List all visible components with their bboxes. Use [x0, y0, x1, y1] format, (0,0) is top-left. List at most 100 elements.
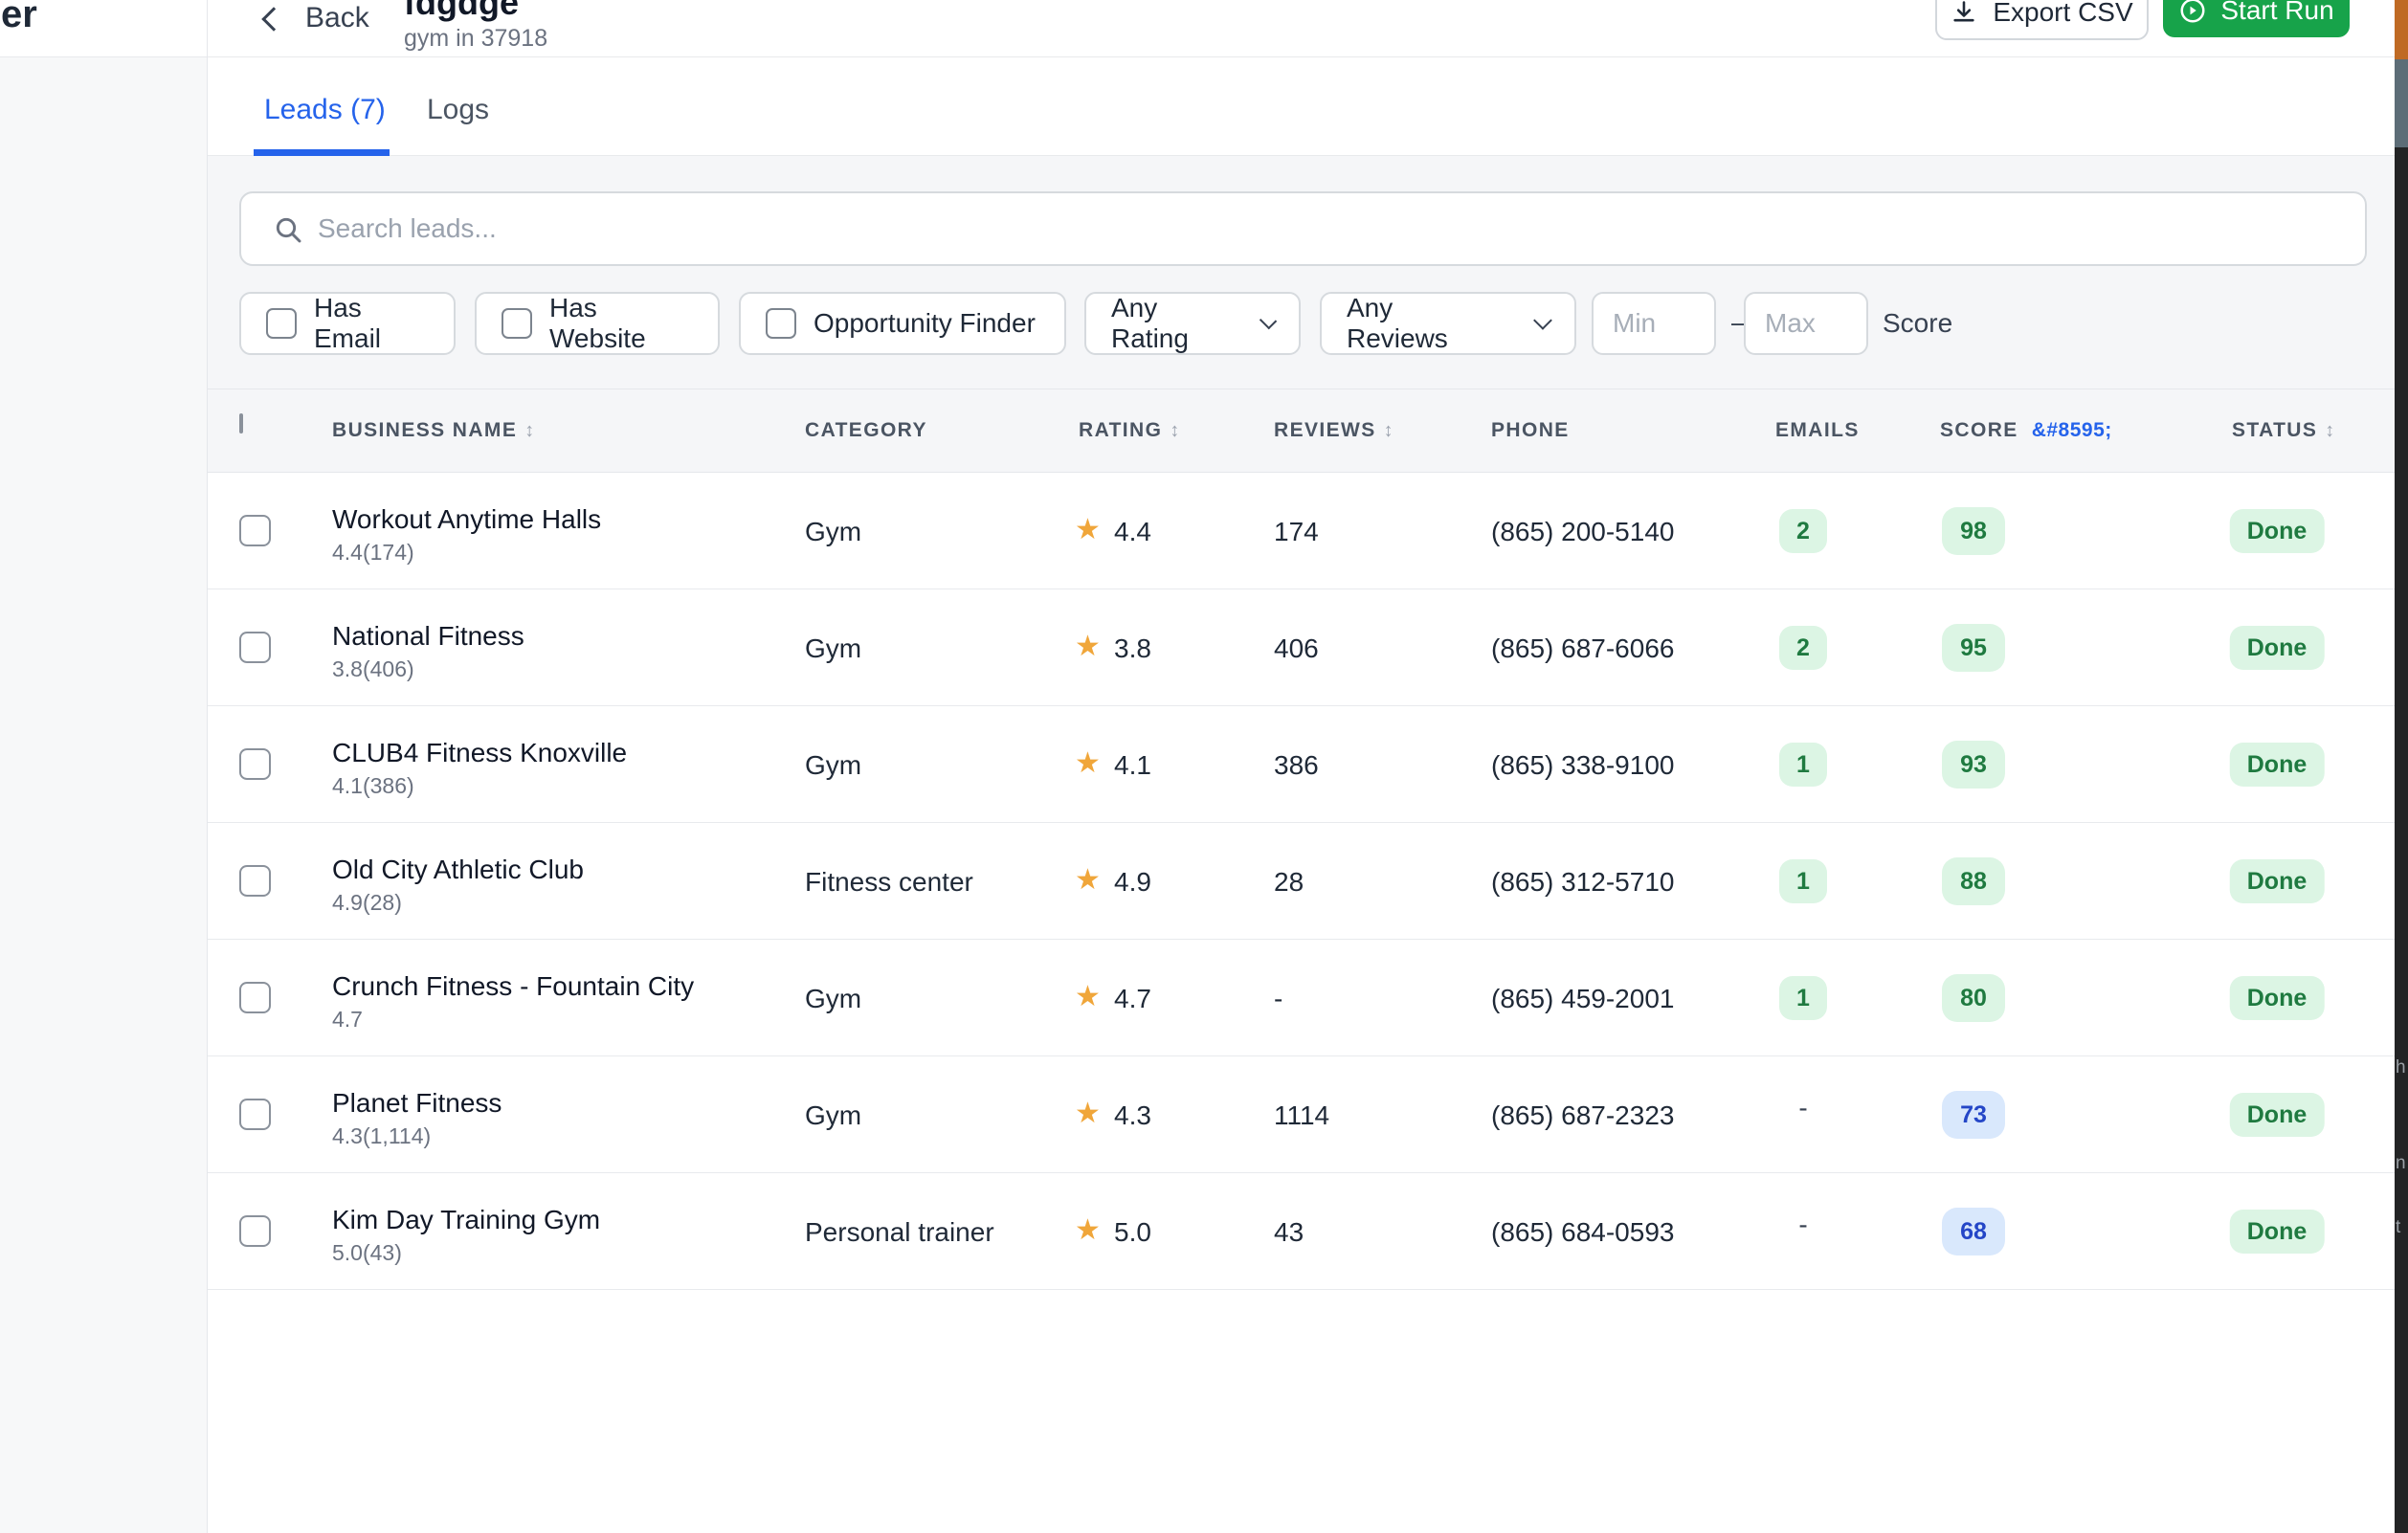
tab-leads[interactable]: Leads (7): [264, 94, 386, 125]
row-checkbox-wrap: [239, 748, 271, 780]
select-all-checkbox[interactable]: [239, 413, 243, 433]
emails-cell: -: [1798, 1093, 1807, 1123]
row-checkbox[interactable]: [239, 748, 271, 780]
score-cell: 68: [1942, 1208, 2005, 1255]
business-name[interactable]: Old City Athletic Club: [332, 855, 584, 884]
back-button[interactable]: Back: [261, 2, 369, 34]
background-text-fragment: n: [2396, 1153, 2406, 1173]
status-cell: Done: [2229, 1210, 2325, 1254]
score-badge: 93: [1942, 741, 2005, 789]
star-icon: ★: [1075, 747, 1101, 779]
category-cell: Gym: [805, 1100, 862, 1130]
filter-has-email[interactable]: Has Email: [239, 292, 456, 355]
checkbox-icon[interactable]: [502, 308, 532, 339]
emails-badge: 2: [1779, 626, 1827, 670]
column-phone: PHONE: [1491, 419, 1570, 441]
table-row[interactable]: Planet Fitness 4.3(1,114) Gym ★ 4.3 1114 (865)…: [208, 1056, 2395, 1173]
row-checkbox[interactable]: [239, 982, 271, 1013]
row-checkbox-wrap: [239, 1099, 271, 1130]
rating-cell: 4.4: [1114, 517, 1151, 546]
rating-select[interactable]: Any Rating: [1084, 292, 1301, 355]
column-business-name[interactable]: BUSINESS NAME ↕: [332, 419, 536, 441]
phone-cell: (865) 312-5710: [1491, 867, 1675, 897]
row-checkbox-wrap: [239, 632, 271, 663]
emails-cell: 1: [1779, 859, 1827, 903]
status-cell: Done: [2229, 626, 2325, 670]
phone-cell: (865) 338-9100: [1491, 750, 1675, 780]
filter-has-website[interactable]: Has Website: [475, 292, 720, 355]
star-icon: ★: [1075, 1098, 1101, 1129]
star-icon: ★: [1075, 631, 1101, 662]
back-label: Back: [305, 2, 369, 33]
background-text-fragment: t: [2396, 1217, 2401, 1237]
business-name[interactable]: Planet Fitness: [332, 1088, 502, 1118]
row-checkbox[interactable]: [239, 1099, 271, 1130]
column-status[interactable]: STATUS ↕: [2232, 419, 2336, 441]
reviews-cell: -: [1274, 984, 1283, 1013]
status-badge: Done: [2229, 976, 2325, 1020]
status-cell: Done: [2229, 743, 2325, 787]
table-row[interactable]: CLUB4 Fitness Knoxville 4.1(386) Gym ★ 4.1 38…: [208, 706, 2395, 823]
business-name[interactable]: National Fitness: [332, 621, 524, 651]
table-row[interactable]: National Fitness 3.8(406) Gym ★ 3.8 406 (865) …: [208, 589, 2395, 706]
row-checkbox[interactable]: [239, 1215, 271, 1247]
column-score[interactable]: SCORE &#8595;: [1940, 419, 2112, 441]
reviews-cell: 28: [1274, 867, 1304, 897]
table-row[interactable]: Old City Athletic Club 4.9(28) Fitness cen…: [208, 823, 2395, 940]
score-cell: 93: [1942, 741, 2005, 789]
reviews-cell: 43: [1274, 1217, 1304, 1247]
emails-cell: -: [1798, 1210, 1807, 1240]
tab-bar: Leads (7) Logs: [208, 57, 2395, 156]
search-input[interactable]: [318, 193, 2232, 264]
checkbox-icon[interactable]: [766, 308, 796, 339]
emails-cell: 2: [1779, 509, 1827, 553]
download-icon: [1953, 1, 1974, 22]
table-row[interactable]: Kim Day Training Gym 5.0(43) Personal trai…: [208, 1173, 2395, 1290]
export-csv-label: Export CSV: [1993, 0, 2133, 27]
status-badge: Done: [2229, 1093, 2325, 1137]
phone-cell: (865) 200-5140: [1491, 517, 1675, 546]
column-reviews[interactable]: REVIEWS ↕: [1274, 419, 1395, 441]
row-checkbox[interactable]: [239, 865, 271, 897]
start-run-button[interactable]: Start Run: [2163, 0, 2350, 37]
status-badge: Done: [2229, 1210, 2325, 1254]
tab-logs[interactable]: Logs: [427, 94, 490, 125]
row-checkbox[interactable]: [239, 515, 271, 546]
row-checkbox[interactable]: [239, 632, 271, 663]
emails-badge: 1: [1779, 976, 1827, 1020]
status-badge: Done: [2229, 626, 2325, 670]
export-csv-button[interactable]: Export CSV: [1935, 0, 2149, 40]
phone-cell: (865) 459-2001: [1491, 984, 1675, 1013]
business-name[interactable]: CLUB4 Fitness Knoxville: [332, 738, 628, 767]
score-min-input[interactable]: [1592, 292, 1716, 355]
row-checkbox-wrap: [239, 982, 271, 1013]
background-text-fragment: h: [2396, 1057, 2406, 1078]
business-name[interactable]: Crunch Fitness - Fountain City: [332, 971, 695, 1001]
column-rating[interactable]: RATING ↕: [1079, 419, 1181, 441]
checkbox-icon[interactable]: [266, 308, 297, 339]
score-filter-label: Score: [1883, 308, 1953, 338]
search-box: [239, 191, 2367, 266]
reviews-cell: 174: [1274, 517, 1319, 546]
rating-cell: 4.7: [1114, 984, 1151, 1013]
emails-cell: 2: [1779, 626, 1827, 670]
status-badge: Done: [2229, 743, 2325, 787]
score-max-input[interactable]: [1744, 292, 1868, 355]
business-name[interactable]: Kim Day Training Gym: [332, 1205, 601, 1234]
filter-opportunity-finder[interactable]: Opportunity Finder: [739, 292, 1066, 355]
emails-cell: 1: [1779, 743, 1827, 787]
category-cell: Gym: [805, 633, 862, 663]
business-name[interactable]: Workout Anytime Halls: [332, 504, 602, 534]
category-cell: Fitness center: [805, 867, 973, 897]
row-checkbox-wrap: [239, 515, 271, 546]
table-row[interactable]: Crunch Fitness - Fountain City 4.7 Gym ★ 4.7…: [208, 940, 2395, 1056]
score-cell: 95: [1942, 624, 2005, 672]
status-cell: Done: [2229, 859, 2325, 903]
phone-cell: (865) 687-2323: [1491, 1100, 1675, 1130]
business-rating-sub: 4.1(386): [332, 773, 414, 798]
score-cell: 80: [1942, 974, 2005, 1022]
reviews-select[interactable]: Any Reviews: [1320, 292, 1576, 355]
reviews-cell: 386: [1274, 750, 1319, 780]
sort-icon: ↕: [1170, 420, 1181, 441]
table-row[interactable]: Workout Anytime Halls 4.4(174) Gym ★ 4.4 174 (…: [208, 473, 2395, 589]
